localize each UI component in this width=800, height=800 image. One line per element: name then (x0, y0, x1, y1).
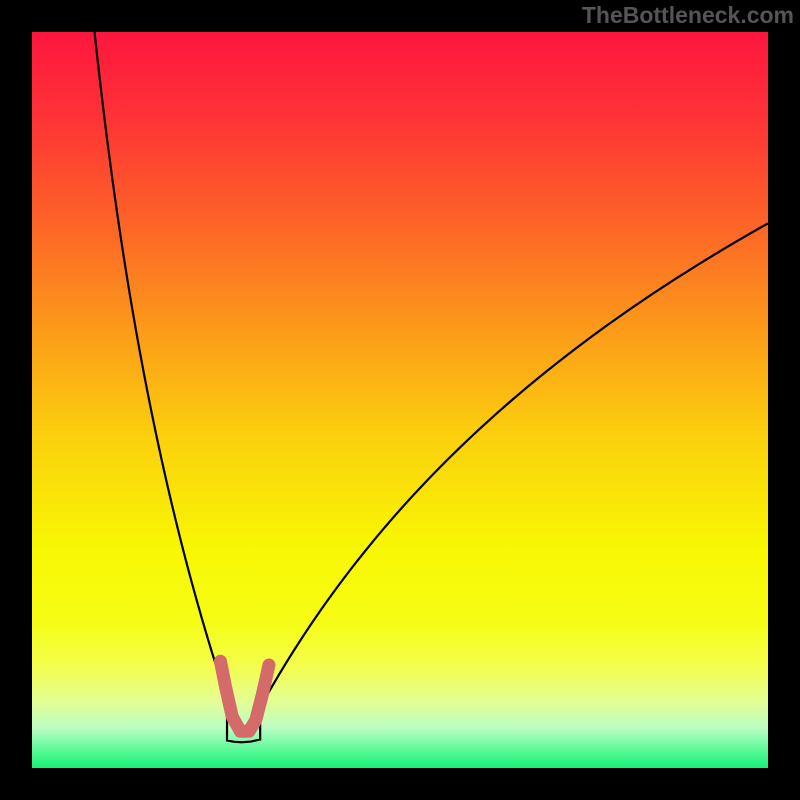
chart-canvas: TheBottleneck.com (0, 0, 800, 800)
watermark-text: TheBottleneck.com (582, 2, 794, 29)
plot-background (32, 32, 768, 768)
bottleneck-chart-svg (0, 0, 800, 800)
